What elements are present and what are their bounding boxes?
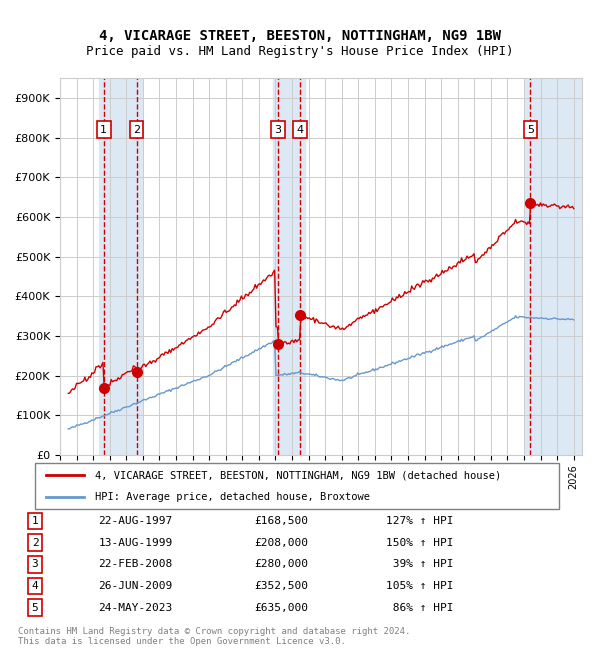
Text: 3: 3 (274, 125, 281, 135)
Text: 2: 2 (133, 125, 140, 135)
Text: £352,500: £352,500 (254, 581, 308, 591)
Text: 22-AUG-1997: 22-AUG-1997 (98, 516, 173, 526)
Text: £208,000: £208,000 (254, 538, 308, 548)
Text: 4: 4 (32, 581, 38, 591)
Text: 3: 3 (32, 559, 38, 569)
FancyBboxPatch shape (35, 463, 559, 510)
Text: HPI: Average price, detached house, Broxtowe: HPI: Average price, detached house, Brox… (95, 491, 370, 502)
Text: £635,000: £635,000 (254, 603, 308, 612)
Text: 1: 1 (100, 125, 107, 135)
Bar (99, 78, 142, 455)
Bar (273, 78, 305, 455)
Text: 4, VICARAGE STREET, BEESTON, NOTTINGHAM, NG9 1BW: 4, VICARAGE STREET, BEESTON, NOTTINGHAM,… (99, 29, 501, 44)
Text: 39% ↑ HPI: 39% ↑ HPI (386, 559, 454, 569)
Text: 13-AUG-1999: 13-AUG-1999 (98, 538, 173, 548)
Text: 86% ↑ HPI: 86% ↑ HPI (386, 603, 454, 612)
Text: 26-JUN-2009: 26-JUN-2009 (98, 581, 173, 591)
Text: Price paid vs. HM Land Registry's House Price Index (HPI): Price paid vs. HM Land Registry's House … (86, 46, 514, 58)
Text: £280,000: £280,000 (254, 559, 308, 569)
Text: 127% ↑ HPI: 127% ↑ HPI (386, 516, 454, 526)
Text: This data is licensed under the Open Government Licence v3.0.: This data is licensed under the Open Gov… (18, 636, 346, 645)
Text: Contains HM Land Registry data © Crown copyright and database right 2024.: Contains HM Land Registry data © Crown c… (18, 627, 410, 636)
Text: 4: 4 (296, 125, 304, 135)
Text: 1: 1 (32, 516, 38, 526)
Text: 5: 5 (32, 603, 38, 612)
Bar (526, 78, 582, 455)
Text: 4, VICARAGE STREET, BEESTON, NOTTINGHAM, NG9 1BW (detached house): 4, VICARAGE STREET, BEESTON, NOTTINGHAM,… (95, 470, 501, 480)
Text: 5: 5 (527, 125, 534, 135)
Text: 22-FEB-2008: 22-FEB-2008 (98, 559, 173, 569)
Text: £168,500: £168,500 (254, 516, 308, 526)
Text: 150% ↑ HPI: 150% ↑ HPI (386, 538, 454, 548)
Text: 24-MAY-2023: 24-MAY-2023 (98, 603, 173, 612)
Bar (565, 78, 582, 455)
Text: 105% ↑ HPI: 105% ↑ HPI (386, 581, 454, 591)
Text: 2: 2 (32, 538, 38, 548)
